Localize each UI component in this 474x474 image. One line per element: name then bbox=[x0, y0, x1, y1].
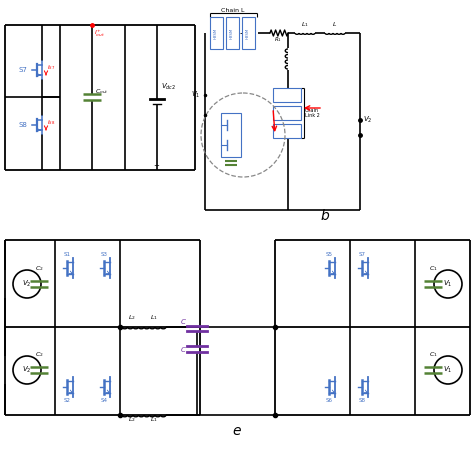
Text: $b$: $b$ bbox=[320, 208, 330, 223]
Text: S8: S8 bbox=[358, 399, 365, 403]
Text: $V_{dc2}$: $V_{dc2}$ bbox=[161, 82, 177, 92]
Bar bbox=[221, 113, 241, 157]
Bar bbox=[242, 17, 255, 49]
Text: $V_2$: $V_2$ bbox=[22, 279, 32, 289]
Text: $V_2$: $V_2$ bbox=[363, 115, 373, 125]
Text: $V_1$: $V_1$ bbox=[443, 279, 453, 289]
Text: $L_1$: $L_1$ bbox=[301, 20, 309, 29]
Text: $e$: $e$ bbox=[232, 424, 242, 438]
Text: S7: S7 bbox=[19, 67, 28, 73]
Text: $V_2$: $V_2$ bbox=[22, 365, 32, 375]
Text: S4: S4 bbox=[100, 399, 108, 403]
Text: Chain L: Chain L bbox=[221, 8, 245, 13]
Text: S7: S7 bbox=[358, 252, 365, 256]
Text: $C_1$: $C_1$ bbox=[428, 350, 438, 359]
Bar bbox=[273, 124, 301, 138]
Bar bbox=[273, 88, 301, 102]
Text: $I_{S7}$: $I_{S7}$ bbox=[47, 64, 55, 73]
Text: $V_1$: $V_1$ bbox=[443, 365, 453, 375]
Text: $-$: $-$ bbox=[154, 161, 161, 167]
Text: S6: S6 bbox=[326, 399, 332, 403]
Bar bbox=[210, 17, 223, 49]
Text: HBSM: HBSM bbox=[230, 27, 234, 38]
Text: S2: S2 bbox=[64, 399, 71, 403]
Text: $C_2$: $C_2$ bbox=[35, 350, 43, 359]
Text: S8: S8 bbox=[19, 122, 28, 128]
Bar bbox=[273, 106, 301, 120]
Text: HBSM: HBSM bbox=[246, 27, 250, 38]
Text: $L_2$: $L_2$ bbox=[128, 313, 136, 322]
Text: $L_2$: $L_2$ bbox=[128, 415, 136, 424]
Text: $L_1$: $L_1$ bbox=[150, 313, 158, 322]
Text: $C_2$: $C_2$ bbox=[35, 264, 43, 273]
Text: $C$: $C$ bbox=[180, 346, 186, 355]
Text: $R_1$: $R_1$ bbox=[274, 35, 282, 44]
Text: Chain
Link 2: Chain Link 2 bbox=[305, 108, 320, 118]
Text: $I_{S8}$: $I_{S8}$ bbox=[47, 118, 55, 128]
Text: $L_1$: $L_1$ bbox=[150, 415, 158, 424]
Text: $C_1$: $C_1$ bbox=[428, 264, 438, 273]
Bar bbox=[226, 17, 239, 49]
Text: $C$: $C$ bbox=[180, 318, 186, 327]
Text: $C_{out}$: $C_{out}$ bbox=[95, 88, 109, 96]
Text: $L$: $L$ bbox=[332, 20, 337, 28]
Text: S1: S1 bbox=[64, 252, 71, 256]
Text: S3: S3 bbox=[100, 252, 108, 256]
Text: HBSM: HBSM bbox=[214, 27, 218, 38]
Text: $V_1$: $V_1$ bbox=[191, 90, 200, 100]
Text: S5: S5 bbox=[326, 252, 332, 256]
Text: $I_{out}^{+}$: $I_{out}^{+}$ bbox=[94, 29, 105, 39]
